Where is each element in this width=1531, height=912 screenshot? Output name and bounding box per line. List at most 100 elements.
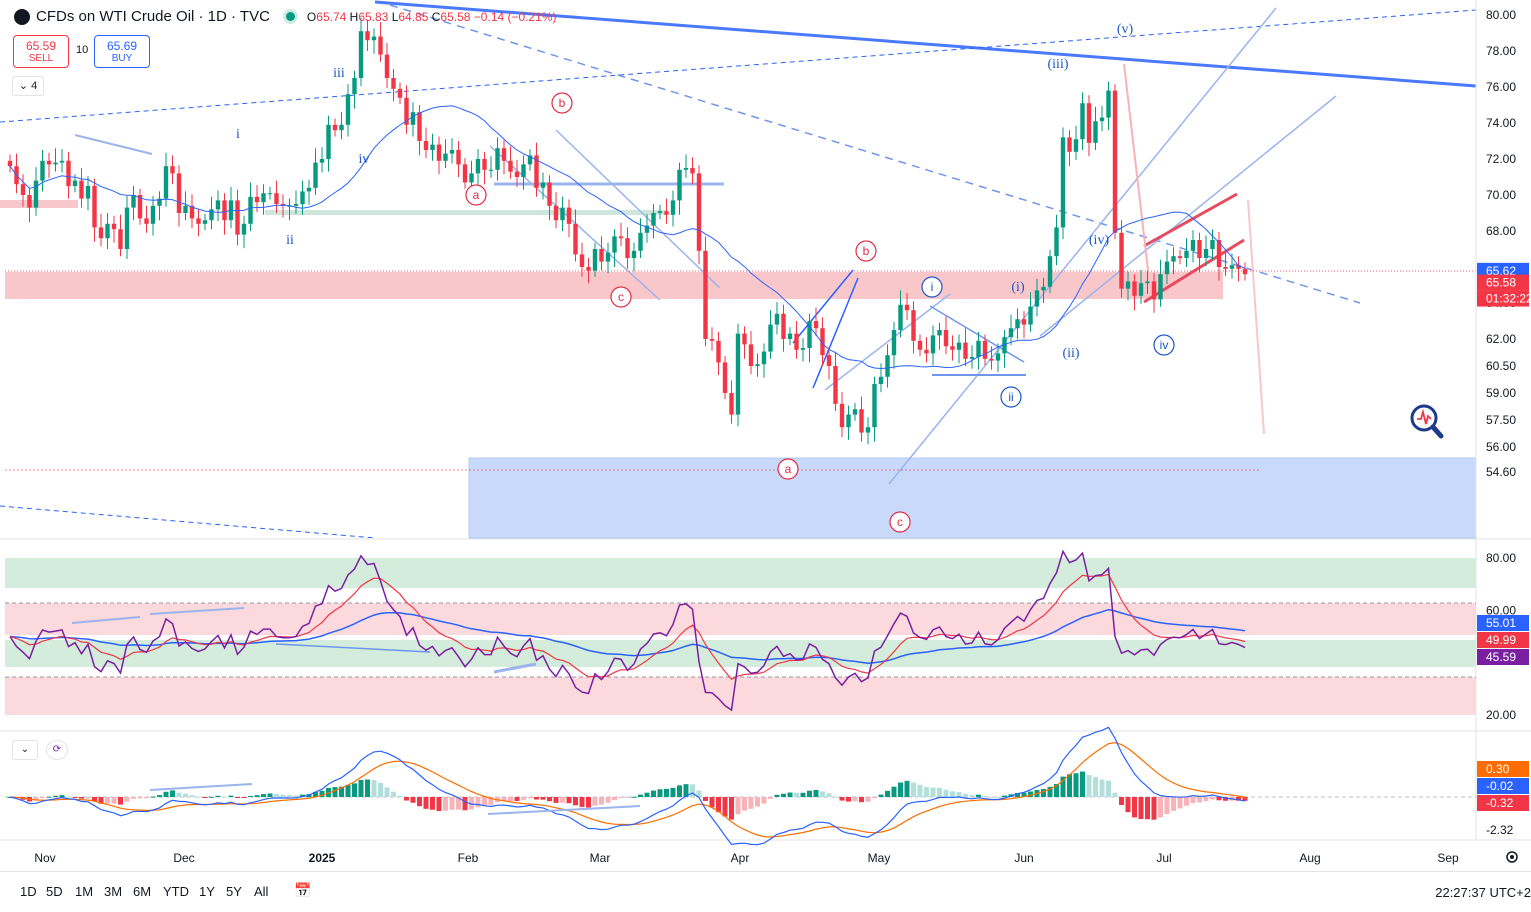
macd-hist-bar <box>677 785 682 797</box>
candle-body <box>872 384 877 428</box>
wave-circle-label: b <box>559 96 566 110</box>
market-open-icon <box>285 12 295 21</box>
buy-button[interactable]: 65.69 BUY <box>94 35 150 68</box>
macd-hist-bar <box>456 797 461 810</box>
candle-body <box>534 155 539 188</box>
range-button-1y[interactable]: 1Y <box>199 884 215 899</box>
magnifier-icon[interactable] <box>1410 404 1444 439</box>
candle-body <box>1054 227 1059 257</box>
candle-body <box>371 36 377 41</box>
macd-hist-bar <box>423 797 429 809</box>
candle-body <box>1184 250 1189 258</box>
y-axis-label: 78.00 <box>1486 44 1516 58</box>
macd-hist-bar <box>1060 776 1066 797</box>
macd-hist-bar <box>384 787 390 797</box>
y-axis-label: 80.00 <box>1486 8 1516 22</box>
macd-hist-bar <box>1151 797 1157 820</box>
candle-body <box>1041 286 1046 291</box>
candle-body <box>248 196 253 224</box>
macd-hist-bar <box>131 797 136 799</box>
candle-body <box>1203 249 1209 258</box>
macd-hist-bar <box>436 797 442 811</box>
candle-body <box>768 324 773 352</box>
macd-hist-bar <box>1242 797 1248 801</box>
macd-hist-bar <box>833 796 838 798</box>
y-axis-label: 60.50 <box>1486 359 1516 373</box>
candle-body <box>1047 256 1053 287</box>
wave-circle <box>1000 386 1022 408</box>
wave-circle-label: ii <box>1008 390 1013 404</box>
chart-canvas[interactable]: Nov Dec 2025 Feb Mar Apr May Jun Jul Aug Sep 80.00 7… <box>0 0 1531 871</box>
candle-body <box>859 409 864 433</box>
candle-body <box>605 252 611 262</box>
candle-body <box>436 144 442 161</box>
x-axis-label: Jul <box>1156 851 1171 865</box>
candle-body <box>514 171 520 177</box>
sell-button[interactable]: 65.59 SELL <box>13 35 69 68</box>
candle-body <box>456 150 461 165</box>
range-button-ytd[interactable]: YTD <box>163 884 189 899</box>
range-button-6m[interactable]: 6M <box>133 884 152 899</box>
candle-body <box>267 193 273 195</box>
macd-hist-bar <box>664 788 669 797</box>
macd-hist-bar <box>1125 797 1131 813</box>
candle-body <box>352 78 357 95</box>
macd-hist-bar <box>124 797 130 802</box>
macd-hist-bar <box>267 793 273 797</box>
macd-hist-bar <box>1028 791 1033 797</box>
candle-body <box>1229 265 1235 269</box>
indicators-collapse-button[interactable]: ⌄ 4 <box>12 76 44 96</box>
macd-signal-tag-text: 0.30 <box>1486 762 1510 776</box>
clock[interactable]: 22:27:37 UTC+2 <box>1435 885 1531 900</box>
x-axis-label: Dec <box>173 851 194 865</box>
candle-body <box>7 160 13 167</box>
candle-body <box>430 144 435 150</box>
macd-hist-bar <box>462 797 468 811</box>
candle-body <box>124 207 130 249</box>
candle-body <box>404 97 409 125</box>
range-button-1d[interactable]: 1D <box>20 884 37 899</box>
pane-collapse-button[interactable]: ⌄ <box>12 740 38 760</box>
macd-hist-bar <box>1184 797 1189 806</box>
x-axis-label: Jun <box>1014 851 1033 865</box>
macd-hist-bar <box>891 786 897 797</box>
candle-body <box>287 205 292 207</box>
candle-body <box>891 330 897 356</box>
range-button-1m[interactable]: 1M <box>75 884 94 899</box>
candle-body <box>748 344 754 366</box>
macd-hist-bar <box>46 796 52 798</box>
rsi-mid-band <box>5 640 1476 667</box>
macd-hist-bar <box>1015 792 1020 797</box>
wave-circle <box>855 240 877 262</box>
candle-body <box>618 236 624 239</box>
candle-body <box>683 168 689 170</box>
macd-hist-bar <box>176 792 182 797</box>
macd-tag <box>1477 778 1529 794</box>
range-button-5y[interactable]: 5Y <box>226 884 242 899</box>
range-button-5d[interactable]: 5D <box>46 884 63 899</box>
symbol-title[interactable]: CFDs on WTI Crude Oil · 1D · TVC <box>36 8 270 25</box>
range-button-all[interactable]: All <box>254 884 269 899</box>
candle-body <box>1099 117 1105 122</box>
candle-body <box>79 180 84 199</box>
moving-average-line <box>9 105 1246 370</box>
candle-body <box>1197 240 1202 258</box>
range-button-3m[interactable]: 3M <box>104 884 123 899</box>
macd-hist-bar <box>222 796 227 798</box>
macd-hist-bar <box>248 795 253 797</box>
candle-body <box>222 200 227 221</box>
macd-hist-bar <box>1112 792 1118 797</box>
macd-hist-bar <box>488 797 494 806</box>
refresh-icon[interactable]: ⟳ <box>46 740 68 760</box>
candle-body <box>488 169 494 171</box>
rsi-ma-tag <box>1477 632 1529 648</box>
macd-hist-bar <box>98 797 104 804</box>
candlestick-series <box>7 17 1248 445</box>
wave-circle <box>1153 334 1175 356</box>
candle-body <box>137 195 143 219</box>
gear-icon[interactable] <box>1506 851 1518 863</box>
calendar-icon[interactable]: 📅 <box>294 882 312 898</box>
candle-body <box>573 223 578 255</box>
macd-hist-bar <box>1210 797 1215 800</box>
countdown-tag <box>1477 290 1529 307</box>
